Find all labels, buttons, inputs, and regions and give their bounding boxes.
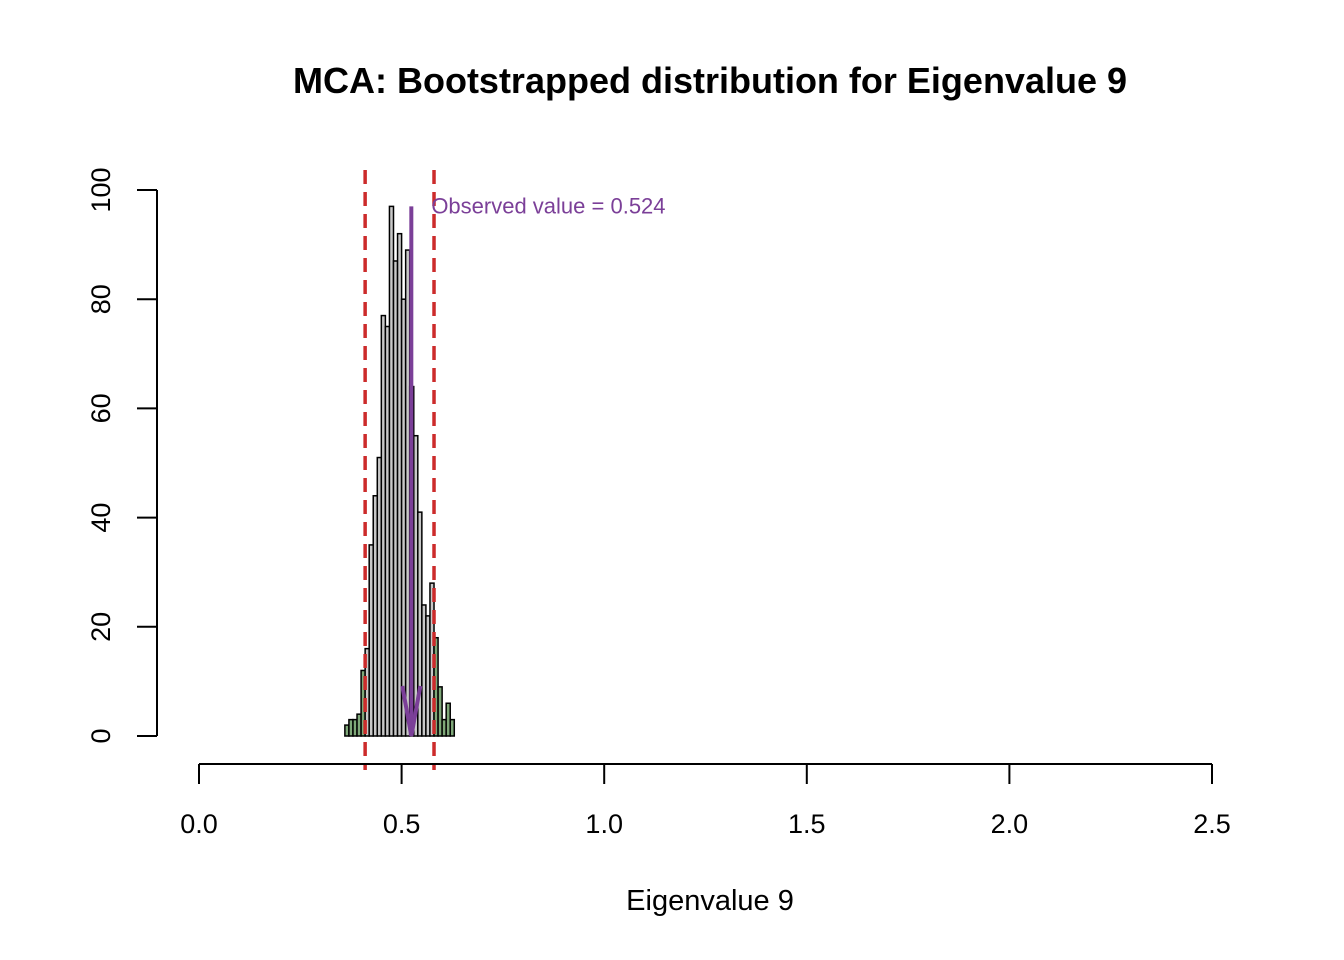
histogram-bar — [437, 686, 443, 737]
y-tick-label: 60 — [86, 393, 116, 423]
y-tick-label: 20 — [86, 612, 116, 642]
y-tick-label: 80 — [86, 284, 116, 314]
chart-title: MCA: Bootstrapped distribution for Eigen… — [293, 60, 1127, 101]
x-tick-label: 0.0 — [180, 809, 218, 839]
y-tick-label: 100 — [86, 167, 116, 212]
x-tick-label: 1.5 — [788, 809, 826, 839]
y-tick-label: 0 — [86, 728, 116, 743]
y-axis: 0 20 40 60 80 100 — [86, 167, 158, 744]
histogram-bar — [449, 718, 456, 737]
histogram-bars — [344, 205, 456, 737]
y-tick-label: 40 — [86, 503, 116, 533]
x-tick-label: 0.5 — [383, 809, 421, 839]
confidence-interval-lines — [363, 170, 436, 770]
x-axis: 0.0 0.5 1.0 1.5 2.0 2.5 — [180, 763, 1231, 839]
observed-value-arrowhead — [400, 685, 423, 737]
x-axis-label: Eigenvalue 9 — [626, 885, 794, 917]
x-tick-label: 2.5 — [1193, 809, 1231, 839]
observed-value-marker — [400, 206, 423, 737]
observed-value-annotation: Observed value = 0.524 — [431, 193, 665, 218]
x-tick-label: 2.0 — [991, 809, 1029, 839]
x-tick-label: 1.0 — [585, 809, 623, 839]
